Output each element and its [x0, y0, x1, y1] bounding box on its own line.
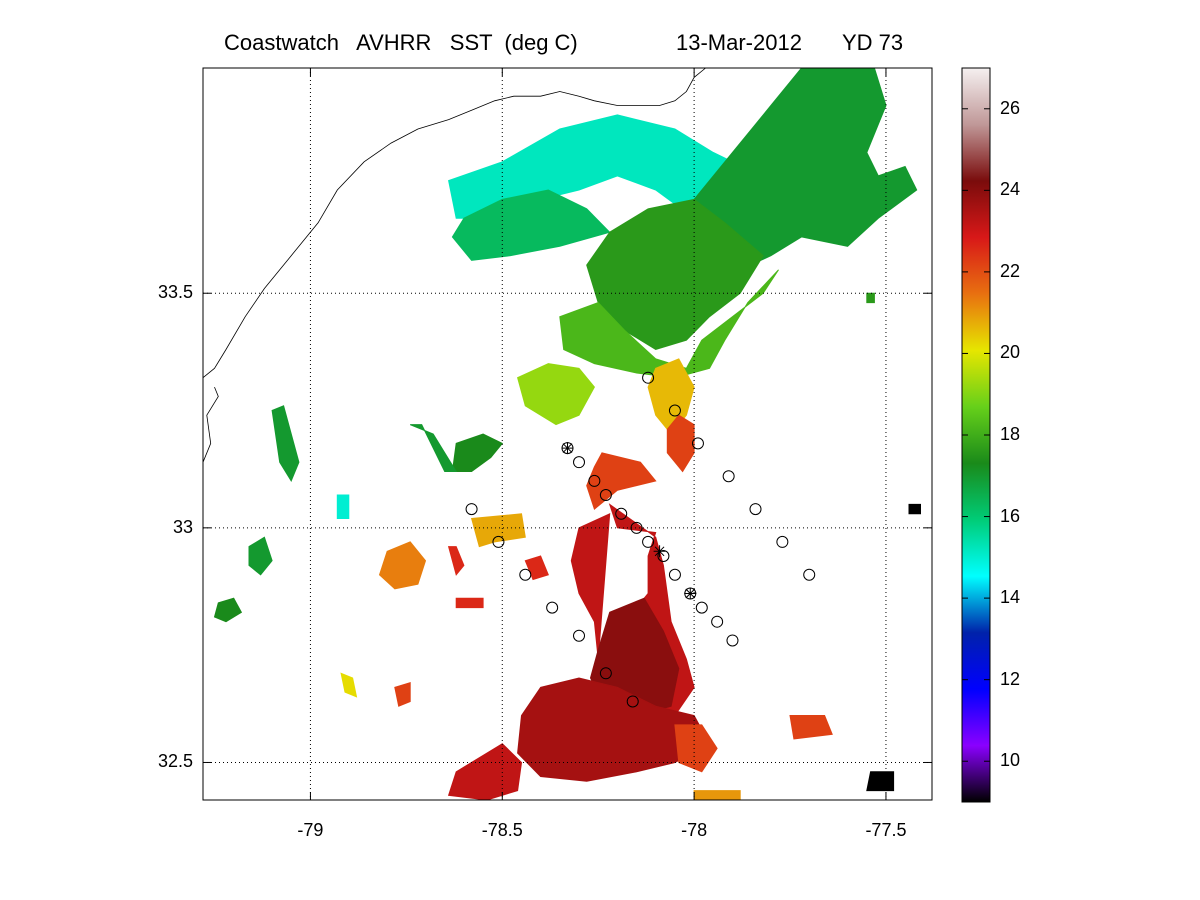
station-circle-24	[573, 629, 586, 642]
sst-patch-13	[336, 494, 350, 519]
station-circle-3	[722, 470, 735, 483]
station-circle-6	[803, 568, 816, 581]
sst-patch-11	[213, 597, 243, 623]
x-tick-label: -77.5	[865, 820, 907, 840]
sst-patch-24	[524, 555, 549, 581]
station-circle-21	[492, 535, 505, 548]
x-tick-label: -78.5	[481, 820, 523, 840]
sst-patch-23	[447, 546, 465, 576]
station-asterisk-2	[684, 587, 697, 600]
sst-patch-28	[789, 715, 833, 740]
station-circle-2	[691, 437, 704, 450]
station-circle-15	[668, 568, 681, 581]
colorbar-tick-label: 16	[1000, 505, 1021, 526]
grid-lines	[203, 68, 932, 800]
sst-patch-14	[586, 452, 657, 510]
station-circle-11	[615, 507, 628, 520]
station-circle-8	[573, 456, 586, 469]
colorbar-tick-label: 20	[1000, 342, 1021, 363]
coastline	[202, 67, 706, 379]
station-asterisk-1	[653, 545, 666, 558]
sst-patch-19	[447, 743, 523, 801]
map-yearday: YD 73	[842, 30, 904, 55]
sst-patch-7	[666, 414, 695, 473]
sst-patch-4	[559, 269, 779, 379]
plot-frame	[202, 67, 933, 801]
sst-patch-32	[866, 292, 875, 304]
sst-patch-21	[470, 513, 526, 548]
sst-patch-30	[866, 771, 895, 792]
sst-patch-5	[517, 363, 596, 426]
sst-patch-27	[455, 597, 484, 609]
colorbar-tick-label: 22	[1000, 260, 1021, 281]
y-tick-label: 33.5	[157, 282, 193, 303]
colorbar-tick-label: 12	[1000, 668, 1021, 689]
station-circle-4	[749, 503, 762, 516]
coastline-inlet	[202, 386, 219, 463]
station-circle-0	[642, 371, 655, 384]
colorbar-tick-label: 14	[1000, 587, 1021, 608]
sst-patch-10	[271, 405, 300, 482]
sst-patch-26	[340, 672, 358, 698]
x-tick-label: -78	[681, 820, 708, 840]
station-asterisk-0	[561, 442, 574, 455]
sst-patch-31	[908, 503, 921, 515]
sst-patch-12	[248, 536, 273, 576]
station-circle-9	[588, 474, 601, 487]
colorbar-tick-label: 10	[1000, 750, 1021, 771]
sst-patch-22	[378, 541, 427, 590]
station-circle-20	[465, 503, 478, 516]
station-circle-26	[626, 695, 639, 708]
station-circle-13	[642, 535, 655, 548]
station-circle-10	[599, 489, 612, 501]
colorbar-tick-label: 26	[1000, 97, 1021, 118]
map-title: Coastwatch AVHRR SST (deg C)	[224, 30, 578, 55]
station-circle-23	[546, 601, 559, 614]
map-date: 13-Mar-2012	[676, 30, 802, 55]
sst-patch-20	[674, 724, 718, 773]
sst-patch-9	[410, 424, 458, 472]
y-tick-label: 32.5	[157, 751, 193, 772]
station-circle-12	[630, 521, 643, 534]
station-circle-1	[668, 404, 681, 417]
sst-patch-25	[394, 682, 411, 707]
series-asterisk	[561, 442, 697, 600]
series-circle	[465, 371, 816, 708]
station-circle-14	[657, 550, 670, 562]
y-tick-label: 33	[172, 516, 193, 537]
x-tick-label: -79	[297, 820, 324, 840]
sst-patch-1	[451, 189, 611, 261]
station-circle-22	[519, 568, 532, 581]
station-circle-25	[599, 667, 612, 680]
station-circle-18	[711, 615, 724, 628]
station-circle-19	[726, 634, 739, 647]
sst-patch-29	[693, 790, 741, 801]
sst-patch-18	[517, 677, 711, 782]
sst-patch-8	[451, 433, 504, 472]
colorbar-tick-label: 24	[1000, 179, 1021, 200]
station-circle-17	[695, 601, 708, 614]
station-circle-5	[776, 535, 789, 548]
colorbar-tick-label: 18	[1000, 424, 1021, 444]
sst-patches	[213, 67, 921, 801]
